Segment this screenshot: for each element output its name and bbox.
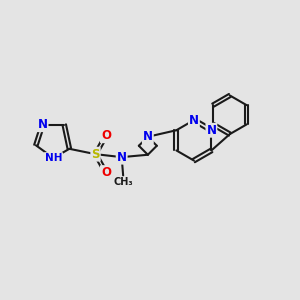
Text: N: N (38, 118, 48, 131)
Text: N: N (189, 114, 199, 127)
Text: S: S (91, 148, 100, 161)
Text: O: O (101, 166, 111, 179)
Text: N: N (143, 130, 153, 143)
Text: O: O (101, 129, 111, 142)
Text: N: N (206, 124, 216, 137)
Text: CH₃: CH₃ (113, 177, 133, 187)
Text: NH: NH (45, 153, 62, 163)
Text: N: N (117, 151, 127, 164)
